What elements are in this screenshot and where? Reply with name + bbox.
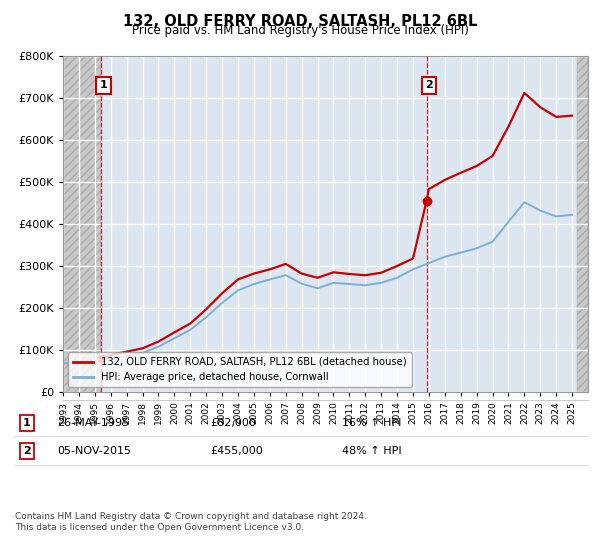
Text: 26-MAY-1995: 26-MAY-1995 [57,418,129,428]
Text: 05-NOV-2015: 05-NOV-2015 [57,446,131,456]
Text: 1: 1 [23,418,31,428]
Text: 2: 2 [425,81,433,90]
Text: £455,000: £455,000 [210,446,263,456]
Bar [577,56,588,392]
Text: 1: 1 [100,81,107,90]
Text: Price paid vs. HM Land Registry's House Price Index (HPI): Price paid vs. HM Land Registry's House … [131,24,469,37]
Legend: 132, OLD FERRY ROAD, SALTASH, PL12 6BL (detached house), HPI: Average price, det: 132, OLD FERRY ROAD, SALTASH, PL12 6BL (… [68,352,412,387]
Text: £82,000: £82,000 [210,418,256,428]
Text: Contains HM Land Registry data © Crown copyright and database right 2024.
This d: Contains HM Land Registry data © Crown c… [15,512,367,532]
Text: 48% ↑ HPI: 48% ↑ HPI [342,446,401,456]
Bar [63,56,101,392]
Text: 16% ↑ HPI: 16% ↑ HPI [342,418,401,428]
Text: 132, OLD FERRY ROAD, SALTASH, PL12 6BL: 132, OLD FERRY ROAD, SALTASH, PL12 6BL [123,14,477,29]
Text: 2: 2 [23,446,31,456]
